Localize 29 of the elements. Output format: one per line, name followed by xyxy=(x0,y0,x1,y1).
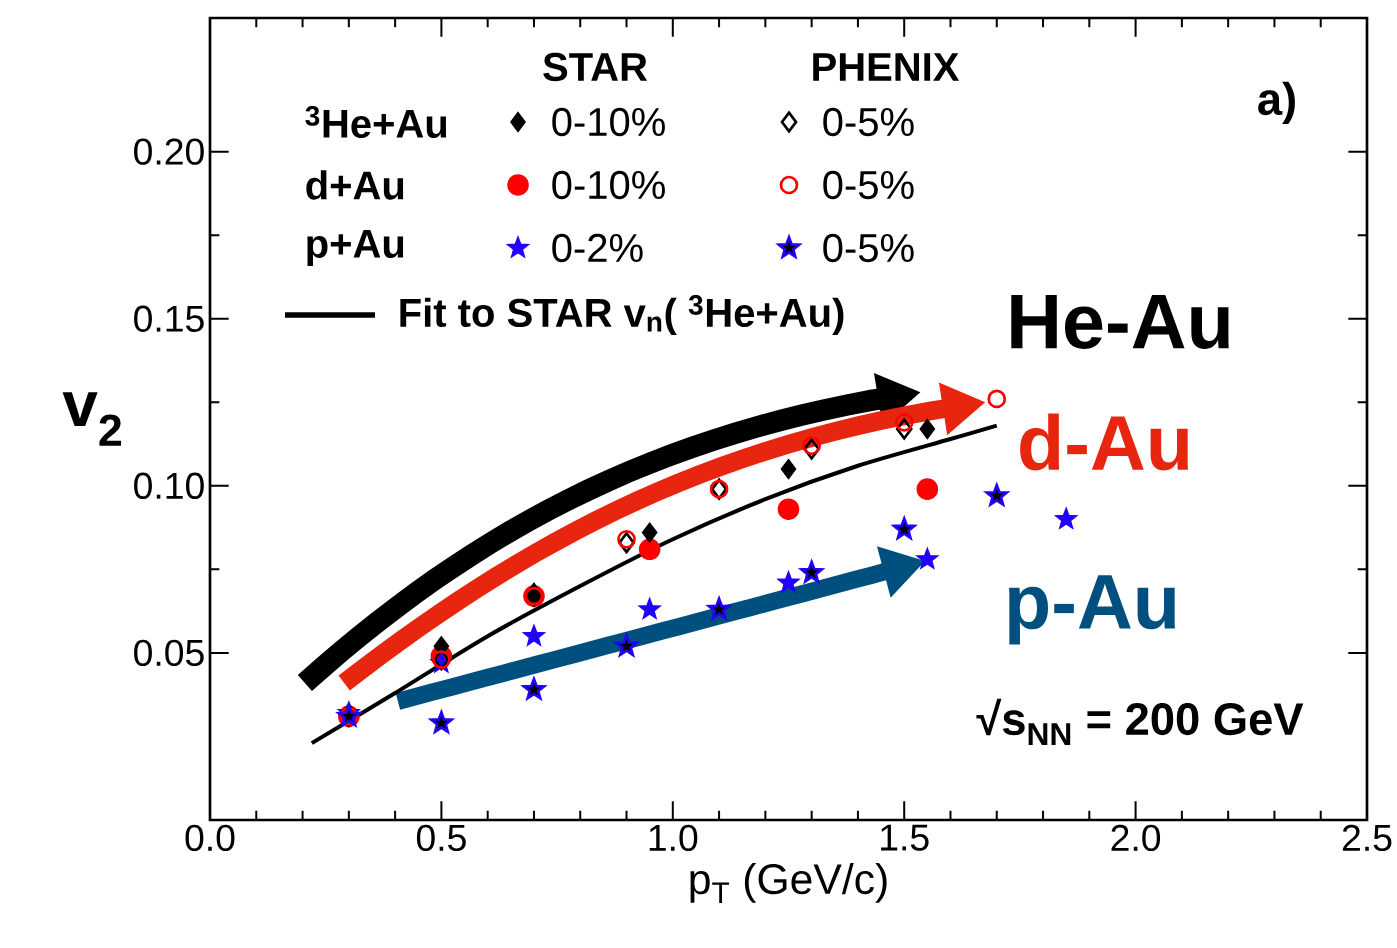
annotation: He-Au xyxy=(1011,295,1229,349)
x-tick-label: 0.0 xyxy=(185,824,235,852)
legend-label: 0-5% xyxy=(823,170,914,200)
legend-label: 0-10% xyxy=(552,170,665,200)
legend-label: 0-5% xyxy=(823,107,914,137)
y-tick-label: 0.10 xyxy=(134,472,204,500)
annotation: p-Au xyxy=(1009,575,1175,645)
x-axis-title: p$_{T}$ (GeV/c) xyxy=(690,862,887,903)
annotation: $^{3}$He+Au xyxy=(305,105,447,138)
y-tick-label: 0.15 xyxy=(134,305,204,332)
legend-label: 0-10% xyxy=(552,107,665,137)
y-tick-label: 0.20 xyxy=(134,138,204,165)
x-tick-label: 2.0 xyxy=(1111,824,1161,852)
annotation: d+Au xyxy=(306,170,404,200)
annotation: p+Au xyxy=(307,230,404,266)
x-tick-label: 0.5 xyxy=(416,824,466,852)
annotation: PHENIX xyxy=(813,53,960,81)
x-tick-label: 1.0 xyxy=(649,824,698,852)
x-tick-label: 1.5 xyxy=(881,824,929,851)
legend-label: 0-2% xyxy=(552,233,643,263)
annotation: d-Au xyxy=(1020,413,1188,471)
annotation: √s$_{NN}$ = 200 GeV xyxy=(976,698,1304,746)
y-axis-title: v$_{2}$ xyxy=(62,392,122,446)
legend-label: 0-5% xyxy=(823,233,914,263)
legend-label: Fit to STAR v$_{n}$( $^{3}$He+Au) xyxy=(400,295,844,335)
y-tick-label: 0.05 xyxy=(134,639,204,667)
annotation: STAR xyxy=(543,52,648,82)
annotation: a) xyxy=(1258,81,1295,125)
x-tick-label: 2.5 xyxy=(1342,824,1392,852)
